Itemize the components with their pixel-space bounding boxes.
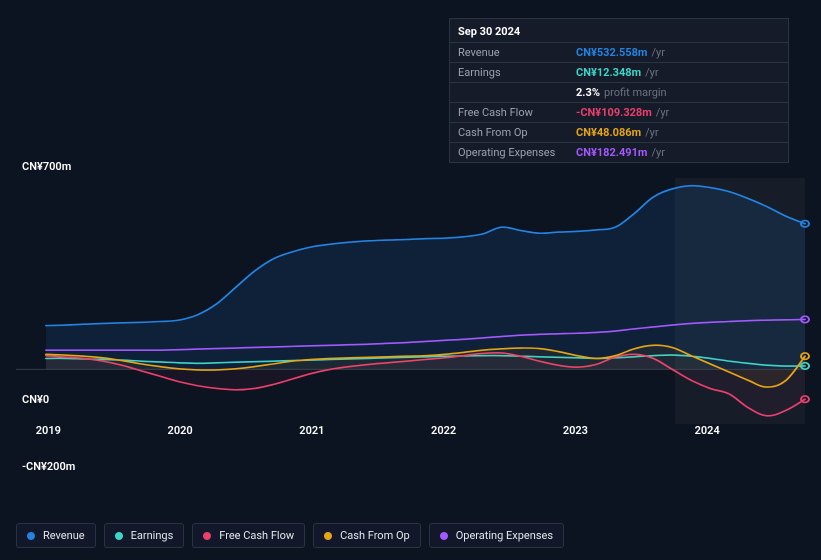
legend-item-label: Revenue bbox=[43, 529, 85, 542]
legend-dot-icon bbox=[324, 532, 332, 540]
yaxis-label-min: -CN¥200m bbox=[22, 460, 75, 473]
legend: Revenue Earnings Free Cash Flow Cash From O… bbox=[16, 523, 564, 548]
tooltip-row-value: 2.3% bbox=[576, 86, 600, 99]
tooltip-date: Sep 30 2024 bbox=[450, 19, 788, 42]
legend-item-label: Operating Expenses bbox=[456, 529, 553, 542]
legend-item-fcf[interactable]: Free Cash Flow bbox=[192, 523, 305, 548]
legend-dot-icon bbox=[440, 532, 448, 540]
tooltip-row-suffix: /yr bbox=[645, 66, 658, 79]
xaxis-label: 2022 bbox=[431, 424, 456, 437]
tooltip-row: RevenueCN¥532.558m/yr bbox=[450, 42, 788, 62]
tooltip-row: Operating ExpensesCN¥182.491m/yr bbox=[450, 142, 788, 162]
legend-item-cashop[interactable]: Cash From Op bbox=[313, 523, 421, 548]
legend-item-earnings[interactable]: Earnings bbox=[104, 523, 185, 548]
tooltip-row: Free Cash Flow-CN¥109.328m/yr bbox=[450, 102, 788, 122]
xaxis-label: 2023 bbox=[563, 424, 588, 437]
legend-item-revenue[interactable]: Revenue bbox=[16, 523, 96, 548]
tooltip-row-label: Cash From Op bbox=[458, 126, 576, 139]
tooltip-row-suffix: /yr bbox=[651, 146, 664, 159]
tooltip-row-suffix: /yr bbox=[656, 106, 669, 119]
tooltip-row-value: CN¥12.348m bbox=[576, 66, 641, 79]
legend-dot-icon bbox=[203, 532, 211, 540]
tooltip-row-value: CN¥532.558m bbox=[576, 46, 647, 59]
tooltip-row-label: Revenue bbox=[458, 46, 576, 59]
tooltip-row-value: CN¥48.086m bbox=[576, 126, 641, 139]
tooltip-row-value: CN¥182.491m bbox=[576, 146, 647, 159]
tooltip-panel: Sep 30 2024 RevenueCN¥532.558m/yrEarning… bbox=[449, 18, 789, 163]
legend-item-label: Free Cash Flow bbox=[219, 529, 294, 542]
x-axis: 2019 2020 2021 2022 2023 2024 bbox=[16, 424, 805, 442]
legend-dot-icon bbox=[27, 532, 35, 540]
xaxis-label: 2019 bbox=[36, 424, 61, 437]
tooltip-row-label: Operating Expenses bbox=[458, 146, 576, 159]
legend-item-label: Earnings bbox=[131, 529, 174, 542]
tooltip-row: 2.3% profit margin bbox=[450, 82, 788, 102]
tooltip-row-suffix: /yr bbox=[651, 46, 664, 59]
chart-plot[interactable] bbox=[16, 178, 805, 424]
legend-item-label: Cash From Op bbox=[340, 529, 410, 542]
tooltip-row: Cash From OpCN¥48.086m/yr bbox=[450, 122, 788, 142]
xaxis-label: 2020 bbox=[168, 424, 193, 437]
tooltip-row-suffix: profit margin bbox=[604, 86, 667, 99]
tooltip-row: EarningsCN¥12.348m/yr bbox=[450, 62, 788, 82]
legend-item-opex[interactable]: Operating Expenses bbox=[429, 523, 564, 548]
tooltip-row-label bbox=[458, 86, 576, 99]
tooltip-row-label: Free Cash Flow bbox=[458, 106, 576, 119]
tooltip-row-suffix: /yr bbox=[645, 126, 658, 139]
xaxis-label: 2021 bbox=[299, 424, 324, 437]
tooltip-row-value: -CN¥109.328m bbox=[576, 106, 652, 119]
chart-area: Sep 30 2024 RevenueCN¥532.558m/yrEarning… bbox=[16, 0, 805, 502]
xaxis-label: 2024 bbox=[695, 424, 720, 437]
legend-dot-icon bbox=[115, 532, 123, 540]
yaxis-label-max: CN¥700m bbox=[22, 160, 71, 173]
tooltip-row-label: Earnings bbox=[458, 66, 576, 79]
